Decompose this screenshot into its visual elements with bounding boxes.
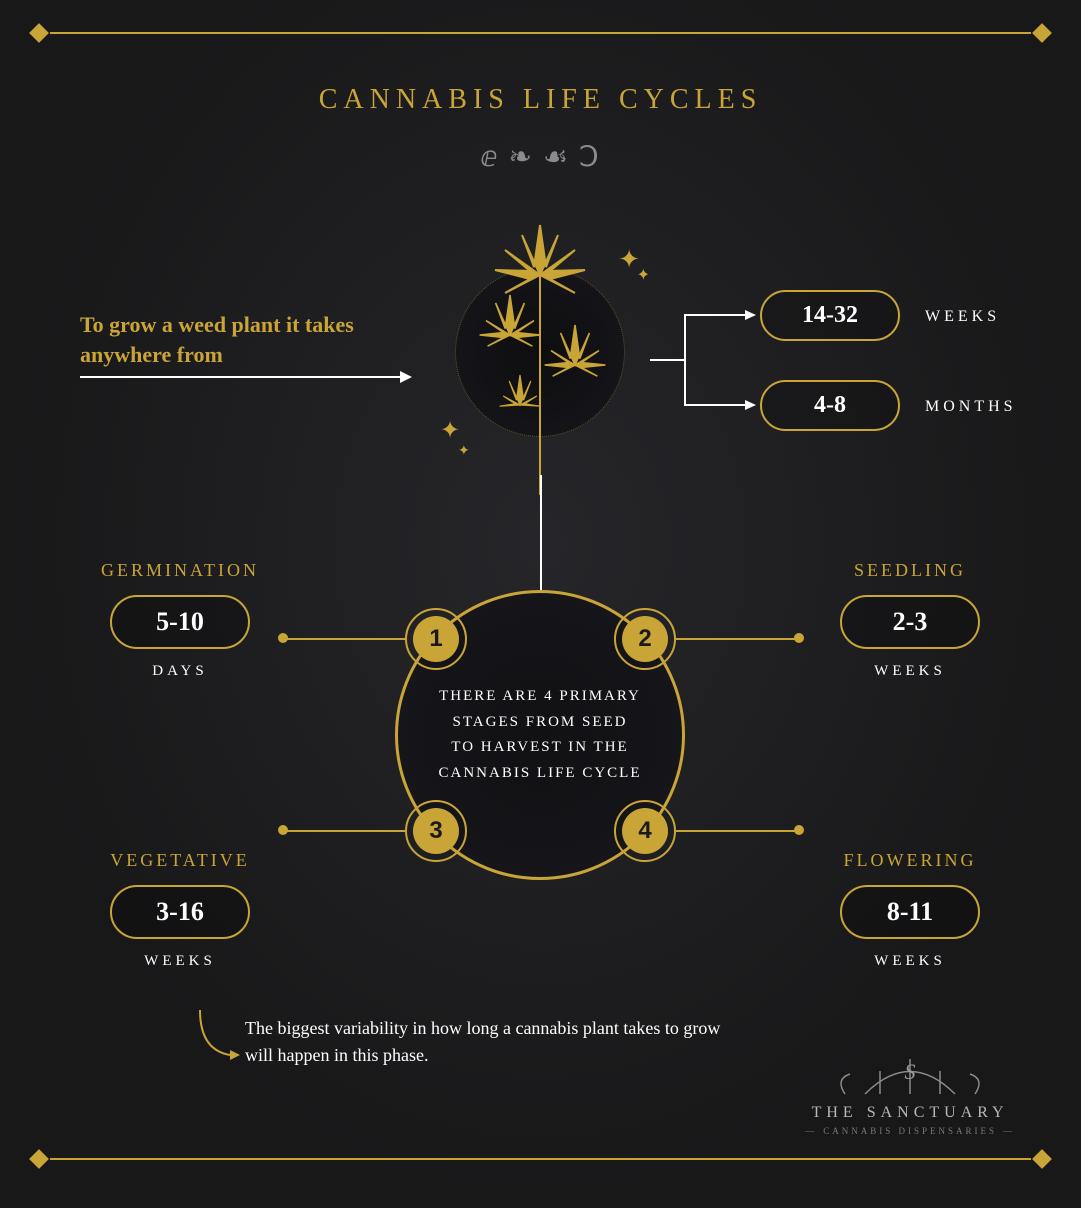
stage-number-4: 4 xyxy=(622,808,668,854)
corner-diamond-icon xyxy=(1032,23,1052,43)
branch-connector-icon xyxy=(650,290,770,430)
stage-unit: DAYS xyxy=(70,663,290,680)
corner-diamond-icon xyxy=(29,1149,49,1169)
brand-logo: S THE SANCTUARY CANNABIS DISPENSARIES xyxy=(799,1049,1021,1136)
stage-flowering: FLOWERING 8-11 WEEKS xyxy=(800,850,1020,970)
connector-line xyxy=(285,830,405,832)
duration-weeks-unit: WEEKS xyxy=(925,308,1000,326)
logo-name: THE SANCTUARY xyxy=(799,1104,1021,1122)
connector-dot-icon xyxy=(794,825,804,835)
svg-text:S: S xyxy=(905,1059,916,1084)
stage-unit: WEEKS xyxy=(800,663,1020,680)
stage-value-pill: 8-11 xyxy=(840,885,980,939)
intro-arrow-icon xyxy=(80,376,410,378)
duration-weeks-value: 14-32 xyxy=(802,302,858,328)
frame-top-line xyxy=(50,32,1031,34)
stage-number-2: 2 xyxy=(622,616,668,662)
connector-line xyxy=(676,638,796,640)
page-title: CANNABIS LIFE CYCLES xyxy=(0,84,1081,116)
stage-vegetative: VEGETATIVE 3-16 WEEKS xyxy=(70,850,290,970)
intro-text: To grow a weed plant it takes anywhere f… xyxy=(80,310,380,369)
logo-subtitle: CANNABIS DISPENSARIES xyxy=(799,1126,1021,1136)
frame-bottom-line xyxy=(50,1158,1031,1160)
stage-number-3: 3 xyxy=(413,808,459,854)
stage-seedling: SEEDLING 2-3 WEEKS xyxy=(800,560,1020,680)
connector-line xyxy=(285,638,405,640)
stage-value-pill: 3-16 xyxy=(110,885,250,939)
duration-weeks-pill: 14-32 xyxy=(760,290,900,341)
note-text: The biggest variability in how long a ca… xyxy=(245,1015,745,1069)
stage-title: SEEDLING xyxy=(800,560,1020,581)
sparkle-icon: ✦ xyxy=(637,265,650,285)
stage-value-pill: 2-3 xyxy=(840,595,980,649)
sparkle-icon: ✦ xyxy=(458,443,470,460)
stage-title: GERMINATION xyxy=(70,560,290,581)
note-arrow-icon xyxy=(190,1010,240,1070)
logo-mark-icon: S xyxy=(825,1049,995,1099)
corner-diamond-icon xyxy=(29,23,49,43)
central-text: THERE ARE 4 PRIMARY STAGES FROM SEED TO … xyxy=(438,684,642,786)
ornament-icon: ⅇ ❧ ☙ Ↄ xyxy=(0,140,1081,174)
stage-value-pill: 5-10 xyxy=(110,595,250,649)
stage-unit: WEEKS xyxy=(800,953,1020,970)
stage-number-1: 1 xyxy=(413,616,459,662)
duration-months-pill: 4-8 xyxy=(760,380,900,431)
stage-germination: GERMINATION 5-10 DAYS xyxy=(70,560,290,680)
stage-title: FLOWERING xyxy=(800,850,1020,871)
sparkle-icon: ✦ xyxy=(440,416,460,445)
connector-dot-icon xyxy=(278,825,288,835)
stage-title: VEGETATIVE xyxy=(70,850,290,871)
stage-unit: WEEKS xyxy=(70,953,290,970)
duration-months-unit: MONTHS xyxy=(925,398,1017,416)
duration-months-value: 4-8 xyxy=(814,392,846,418)
corner-diamond-icon xyxy=(1032,1149,1052,1169)
connector-line xyxy=(676,830,796,832)
plant-illustration: ✦ ✦ ✦ ✦ xyxy=(430,205,650,485)
